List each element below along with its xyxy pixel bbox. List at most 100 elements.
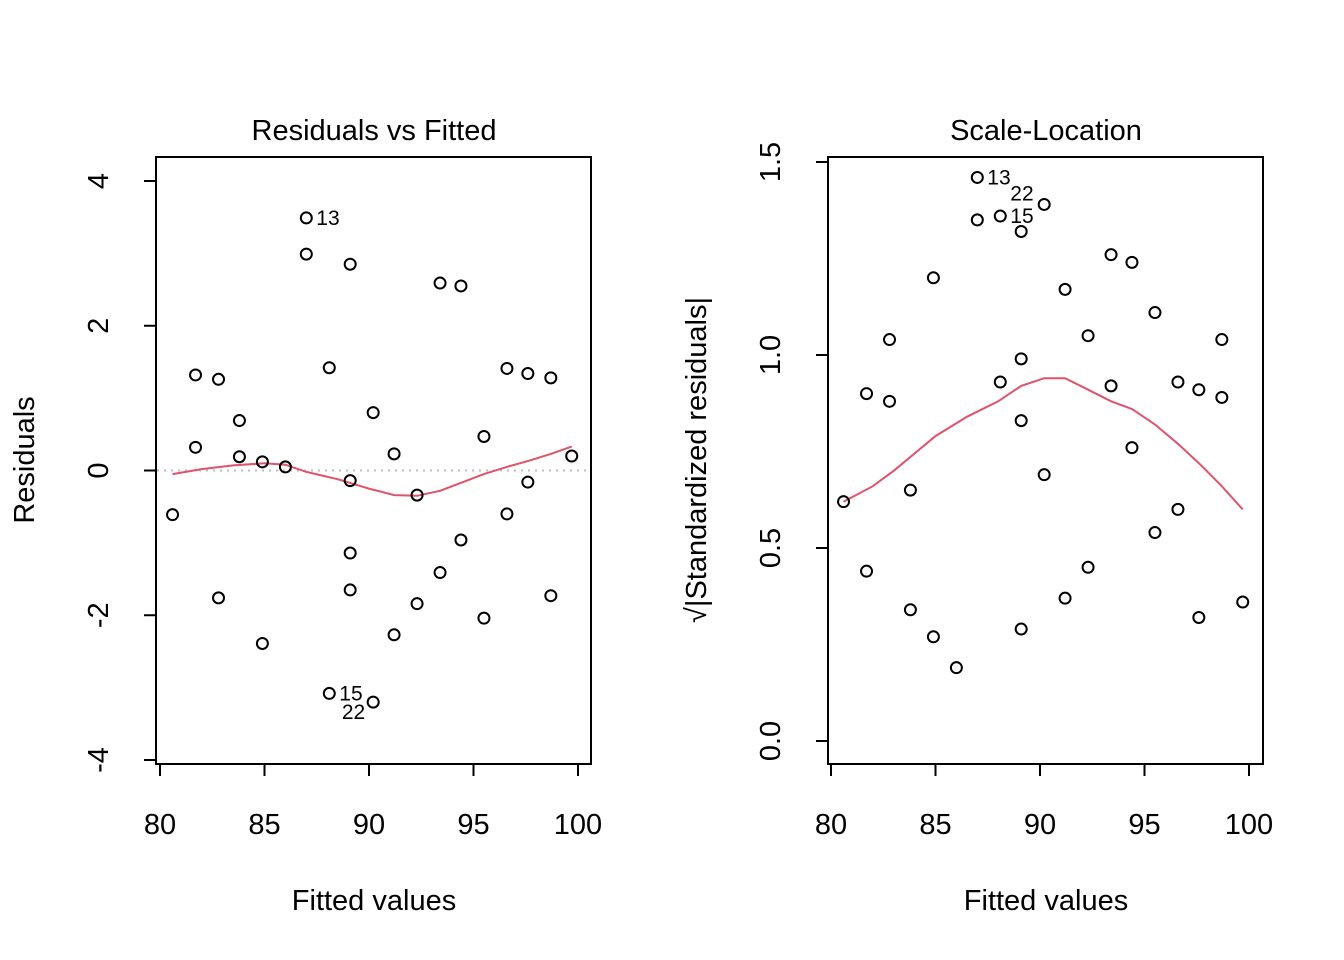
y-tick-label: 1.0 — [755, 335, 787, 375]
data-point — [343, 474, 357, 488]
smooth-lines — [172, 445, 573, 497]
data-point — [1192, 610, 1206, 624]
data-point — [410, 597, 424, 611]
data-point — [1081, 560, 1095, 574]
data-point — [837, 495, 851, 509]
y-tick-label: 1.5 — [755, 142, 787, 182]
data-point — [433, 566, 447, 580]
y-tick-label: -2 — [83, 602, 115, 628]
data-point — [544, 371, 558, 385]
data-point — [860, 387, 874, 401]
axis-ticks: 80 85 90 95 100 -4 -2 0 2 4 — [83, 173, 602, 841]
x-tick-label: 80 — [815, 809, 847, 841]
data-point — [1215, 333, 1229, 347]
point-label: 22 — [1010, 182, 1033, 205]
point-label: 22 — [342, 701, 365, 724]
data-point — [949, 661, 963, 675]
smooth-lines — [843, 377, 1244, 511]
x-tick-label: 80 — [144, 809, 176, 841]
data-point — [1058, 282, 1072, 296]
data-points — [166, 211, 579, 709]
x-tick-label: 85 — [248, 809, 280, 841]
data-point — [322, 686, 336, 700]
chart-title: Scale-Location — [950, 115, 1142, 147]
data-point — [1236, 595, 1250, 609]
plot-frame — [155, 156, 592, 765]
data-point — [1104, 379, 1118, 393]
scale-location-panel: Scale-Location Fitted values √|Standardi… — [681, 115, 1273, 917]
data-point — [299, 247, 313, 261]
data-point — [366, 406, 380, 420]
data-point — [500, 361, 514, 375]
data-point — [1014, 352, 1028, 366]
data-point — [212, 591, 226, 605]
data-point — [1192, 383, 1206, 397]
data-point — [299, 211, 313, 225]
data-point — [521, 367, 535, 381]
y-tick-label: 0 — [83, 462, 115, 478]
data-point — [1014, 414, 1028, 428]
data-point — [255, 636, 269, 650]
y-axis-label: √|Standardized residuals| — [681, 297, 713, 623]
data-point — [477, 611, 491, 625]
y-tick-label: 0.5 — [755, 528, 787, 568]
data-point — [1171, 375, 1185, 389]
point-label: 13 — [987, 166, 1010, 189]
data-point — [1104, 248, 1118, 262]
data-point — [232, 450, 246, 464]
data-point — [454, 533, 468, 547]
y-tick-label: 2 — [83, 318, 115, 334]
x-tick-label: 100 — [554, 809, 602, 841]
data-point — [1215, 390, 1229, 404]
data-point — [1014, 224, 1028, 238]
data-point — [1148, 526, 1162, 540]
plot-frame — [827, 156, 1264, 765]
data-point — [1058, 591, 1072, 605]
data-point — [903, 483, 917, 497]
smooth-line — [172, 445, 573, 497]
y-tick-label: 0.0 — [755, 721, 787, 761]
data-point — [255, 455, 269, 469]
data-point — [970, 170, 984, 184]
data-point — [500, 507, 514, 521]
axis-ticks: 80 85 90 95 100 0.0 0.5 1.0 1.5 — [755, 142, 1273, 841]
data-point — [993, 375, 1007, 389]
data-point — [860, 564, 874, 578]
data-point — [189, 368, 203, 382]
data-point — [433, 276, 447, 290]
data-point — [1037, 197, 1051, 211]
data-point — [343, 583, 357, 597]
data-point — [366, 695, 380, 709]
data-point — [521, 475, 535, 489]
y-axis-label: Residuals — [9, 396, 41, 523]
data-point — [410, 488, 424, 502]
data-point — [1081, 329, 1095, 343]
y-tick-label: 4 — [83, 173, 115, 189]
data-point — [343, 546, 357, 560]
data-point — [343, 257, 357, 271]
data-point — [544, 589, 558, 603]
data-point — [1171, 502, 1185, 516]
data-point — [926, 630, 940, 644]
x-tick-label: 95 — [1128, 809, 1160, 841]
data-point — [278, 460, 292, 474]
residuals-vs-fitted-panel: Residuals vs Fitted Fitted values Residu… — [9, 115, 602, 917]
data-point — [1125, 255, 1139, 269]
data-point — [883, 394, 897, 408]
x-axis-label: Fitted values — [964, 885, 1128, 917]
data-point — [993, 209, 1007, 223]
data-point — [1125, 441, 1139, 455]
data-point — [387, 447, 401, 461]
data-point — [189, 440, 203, 454]
data-point — [1037, 468, 1051, 482]
data-point — [1148, 306, 1162, 320]
x-tick-label: 85 — [919, 809, 951, 841]
data-point — [883, 333, 897, 347]
chart-title: Residuals vs Fitted — [252, 115, 497, 147]
x-tick-label: 90 — [1024, 809, 1056, 841]
y-tick-label: -4 — [83, 747, 115, 773]
data-point — [212, 372, 226, 386]
data-point — [1014, 622, 1028, 636]
